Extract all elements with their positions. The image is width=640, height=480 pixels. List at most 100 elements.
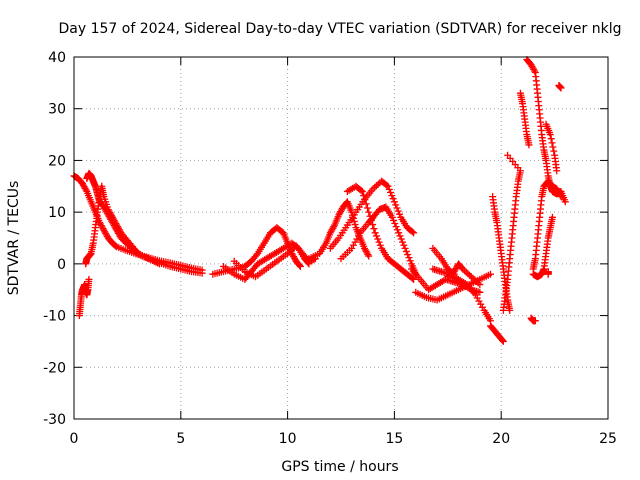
data-point [369, 221, 377, 229]
series-arc-26 [555, 81, 565, 92]
data-point [390, 198, 398, 206]
data-point [504, 151, 512, 159]
data-point [365, 252, 373, 260]
data-point [371, 229, 379, 237]
data-point [408, 274, 416, 282]
data-point [547, 135, 555, 143]
y-tick-label: -10 [43, 309, 66, 325]
data-point [476, 281, 484, 289]
data-point [393, 226, 401, 234]
data-point [372, 182, 380, 190]
data-point [376, 241, 384, 249]
x-tick-label: 25 [599, 431, 617, 447]
x-tick-label: 0 [70, 431, 79, 447]
data-point [557, 193, 565, 201]
data-point [397, 235, 405, 243]
data-point [358, 187, 366, 195]
data-point [466, 271, 474, 279]
data-point [371, 183, 379, 191]
data-point [392, 223, 400, 231]
data-point [391, 220, 399, 228]
y-tick-label: 10 [48, 205, 66, 221]
data-point [406, 257, 414, 265]
data-point [370, 225, 378, 233]
data-point [405, 254, 413, 262]
data-point [388, 192, 396, 200]
y-tick-label: 30 [48, 102, 66, 118]
y-tick-label: 20 [48, 153, 66, 169]
data-point [385, 185, 393, 193]
series-arc-11 [343, 182, 418, 283]
data-point [396, 232, 404, 240]
data-point [252, 251, 260, 259]
data-point [388, 213, 396, 221]
data-point [367, 216, 375, 224]
data-point [357, 186, 365, 194]
data-point [349, 241, 357, 249]
data-point [362, 200, 370, 208]
data-point [361, 196, 369, 204]
series-arc-2 [75, 275, 93, 320]
data-point [401, 244, 409, 252]
data-point [296, 262, 304, 270]
data-point [363, 204, 371, 212]
x-axis-label: GPS time / hours [281, 459, 398, 475]
y-axis-ticks: -30 -20 -10 0 10 20 30 40 [43, 50, 608, 428]
data-point [544, 268, 552, 276]
data-point [531, 67, 539, 75]
plot-frame [73, 56, 609, 420]
data-point [404, 251, 412, 259]
data-point [400, 241, 408, 249]
data-point [557, 84, 565, 92]
data-point [556, 191, 564, 199]
data-point [408, 228, 416, 236]
data-point [351, 238, 359, 246]
data-point [487, 270, 495, 278]
data-point [498, 336, 506, 344]
series-arc-24 [527, 314, 539, 325]
x-axis-ticks: 0 5 10 15 20 25 [70, 57, 617, 447]
data-point [364, 251, 372, 259]
data-point [112, 242, 120, 250]
y-axis-label: SDTVAR / TECUs [6, 181, 22, 296]
y-tick-label: 40 [48, 50, 66, 66]
series-arc-12 [407, 265, 484, 296]
x-tick-label: 5 [176, 431, 185, 447]
series-arc-25 [542, 120, 561, 175]
data-point [464, 270, 472, 278]
data-point [525, 141, 533, 149]
series-arc-17 [487, 322, 507, 345]
series-arc-27 [544, 268, 552, 278]
data-point [387, 188, 395, 196]
data-point [546, 131, 554, 139]
data-point [374, 235, 382, 243]
data-point [155, 260, 163, 268]
series-arc-18 [489, 193, 514, 314]
y-tick-label: 0 [57, 257, 66, 273]
data-point [394, 207, 402, 215]
data-point [351, 221, 359, 229]
data-point [375, 238, 383, 246]
data-point [366, 212, 374, 220]
data-point [85, 275, 93, 283]
data-point [365, 208, 373, 216]
data-point [531, 317, 539, 325]
y-tick-label: -20 [43, 360, 66, 376]
data-point [392, 201, 400, 209]
data-point [499, 337, 507, 345]
data-point [389, 195, 397, 203]
data-point [372, 232, 380, 240]
series-arc-22 [529, 177, 565, 273]
x-tick-label: 20 [492, 431, 510, 447]
data-point [410, 275, 418, 283]
data-point [396, 210, 404, 218]
series-arc-19 [499, 151, 524, 314]
series-arc-1 [70, 172, 206, 274]
data-point [410, 229, 418, 237]
data-point [390, 216, 398, 224]
series-arc-16 [444, 260, 484, 289]
data-point [384, 182, 392, 190]
series-arc-4 [83, 169, 163, 268]
data-point [462, 268, 470, 276]
data-point [383, 181, 391, 189]
